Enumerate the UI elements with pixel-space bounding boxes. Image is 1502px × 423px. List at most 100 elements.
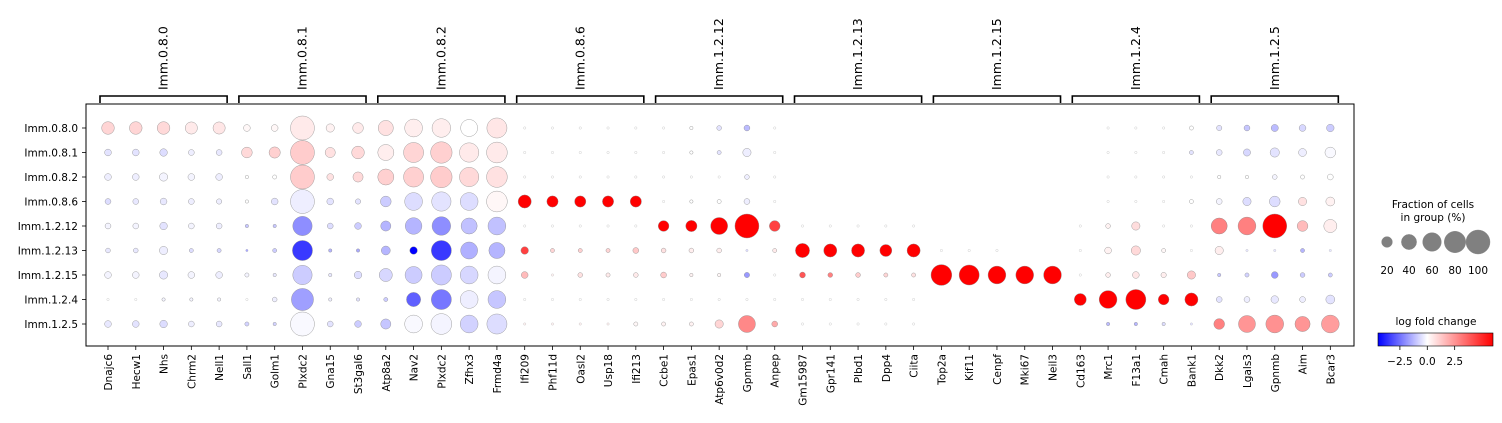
dot-mark (690, 298, 693, 301)
dot-mark (460, 314, 479, 334)
group-bracket (377, 95, 506, 103)
dot-mark (1237, 216, 1257, 236)
dot-mark (906, 243, 921, 258)
colorbar-tick-label: 2.5 (1446, 356, 1463, 368)
dot-mark (606, 151, 610, 154)
dot-mark (523, 126, 527, 130)
dot-mark (745, 298, 749, 301)
dot-mark (355, 198, 361, 205)
dot-mark (551, 224, 554, 228)
dot-mark (272, 174, 277, 180)
dot-mark (605, 248, 611, 253)
dot-mark (520, 246, 529, 255)
dot-mark (351, 145, 365, 160)
dot-mark (430, 313, 452, 335)
dot-mark (940, 249, 943, 252)
dot-mark (431, 240, 452, 261)
dot-mark (326, 173, 334, 181)
dot-mark (244, 272, 250, 278)
dot-mark (104, 320, 112, 328)
dot-mark (1106, 200, 1110, 203)
dot-mark (404, 118, 423, 138)
dot-mark (629, 195, 642, 208)
dot-mark (1105, 272, 1111, 278)
dot-mark (828, 224, 832, 228)
group-label: Imm.0.8.2 (433, 26, 448, 90)
dot-mark (189, 248, 194, 253)
dot-mark (551, 322, 554, 326)
dot-mark (486, 313, 508, 335)
dot-mark (884, 322, 888, 326)
size-legend-title: Fraction of cells in group (%) (1392, 199, 1474, 224)
dot-mark (1079, 224, 1082, 228)
dot-mark (459, 167, 480, 187)
dot-mark (1132, 271, 1140, 279)
dot-mark (1158, 293, 1170, 306)
y-tick-label: Imm.0.8.0 (24, 123, 78, 135)
dot-mark (1243, 148, 1251, 157)
dot-mark (1243, 124, 1251, 132)
group-label: Imm.1.2.12 (711, 18, 726, 90)
x-tick-label: Mrc1 (1103, 354, 1115, 380)
dot-mark (161, 297, 166, 302)
dot-mark (1134, 175, 1138, 179)
x-tick-label: Anpep (770, 354, 782, 388)
dot-mark (1296, 220, 1309, 232)
dot-mark (1298, 148, 1307, 157)
dot-mark (272, 322, 277, 326)
dot-mark (290, 189, 315, 214)
dot-mark (1323, 219, 1338, 233)
dot-mark (801, 298, 804, 301)
dot-mark (381, 245, 391, 256)
dot-mark (743, 124, 751, 132)
y-tick-label: Imm.1.2.4 (24, 295, 78, 307)
dot-mark (324, 147, 336, 158)
dot-mark (1298, 197, 1307, 206)
dot-mark (1269, 147, 1280, 158)
dot-mark (578, 126, 582, 130)
dot-mark (689, 273, 694, 277)
dot-mark (799, 271, 806, 279)
dot-mark (551, 175, 554, 179)
dot-mark (244, 224, 249, 228)
dot-mark (132, 173, 140, 181)
dot-mark (352, 171, 364, 183)
dot-mark (244, 175, 249, 179)
dot-mark (884, 298, 888, 301)
dot-mark (486, 117, 508, 139)
group-brackets: Imm.0.8.0 Imm.0.8.1 Imm.0.8.2 Imm.0.8.6 Imm.… (99, 18, 1340, 103)
dot-mark (634, 151, 638, 154)
dot-mark (431, 289, 452, 310)
group-label: Imm.1.2.15 (989, 18, 1004, 90)
dot-mark (606, 175, 610, 179)
dot-mark (744, 272, 750, 278)
dot-mark (967, 249, 971, 252)
dot-mark (104, 198, 112, 205)
dot-mark (551, 151, 554, 154)
dot-mark (1328, 272, 1333, 278)
dot-mark (578, 224, 582, 228)
dot-mark (801, 322, 804, 326)
dot-mark (212, 121, 226, 135)
dot-mark (1015, 265, 1034, 285)
dot-mark (271, 197, 279, 206)
dot-mark (1294, 316, 1311, 332)
x-tick-label: Gpr141 (825, 354, 837, 393)
dot-mark (245, 298, 249, 301)
dot-mark (327, 320, 334, 328)
x-tick-label: Hecw1 (131, 354, 143, 389)
dot-mark (634, 126, 638, 130)
dot-mark (188, 222, 195, 230)
group-bracket (654, 95, 784, 103)
x-tick-label: Top2a (936, 354, 948, 386)
dot-mark (801, 224, 804, 228)
dot-mark (1162, 151, 1165, 154)
dot-mark (1321, 314, 1340, 334)
dot-mark (578, 151, 582, 154)
dot-mark (523, 322, 527, 326)
size-legend-dot (1465, 229, 1491, 255)
dot-mark (404, 266, 423, 284)
dot-mark (486, 166, 508, 188)
dot-mark (771, 320, 778, 328)
dot-mark (106, 298, 110, 301)
